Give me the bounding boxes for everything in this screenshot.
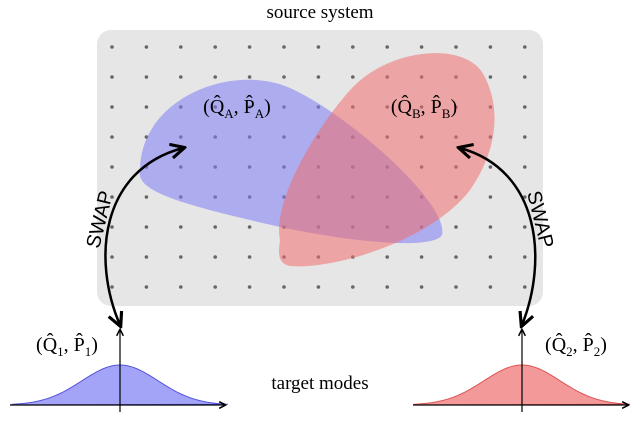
dot — [316, 285, 321, 289]
label-part: (Q̂ — [391, 94, 413, 118]
dot — [110, 225, 114, 229]
label-part: B — [412, 106, 421, 121]
dot — [454, 285, 458, 289]
dot — [144, 195, 149, 199]
dot — [523, 135, 527, 139]
dot — [282, 285, 286, 289]
dot — [488, 225, 493, 229]
dot — [247, 45, 252, 49]
blob-b — [279, 53, 495, 267]
dot — [110, 45, 114, 49]
dot — [110, 75, 114, 79]
label-part: 2 — [594, 344, 601, 359]
dot — [213, 45, 217, 49]
dot — [213, 225, 217, 229]
dot — [523, 45, 527, 49]
dot — [488, 165, 493, 169]
title: source system — [266, 2, 373, 23]
dot — [282, 45, 286, 49]
dot — [179, 225, 183, 229]
label-part: (Q̂ — [36, 332, 58, 356]
label-part: 1 — [85, 344, 92, 359]
dot — [110, 255, 114, 259]
label-part: 1 — [57, 344, 64, 359]
dot — [351, 285, 355, 289]
dot — [523, 165, 527, 169]
label-part: , P̂ — [421, 94, 442, 118]
dot — [454, 45, 458, 49]
dot — [247, 255, 252, 259]
dot — [144, 105, 149, 109]
dot — [144, 75, 149, 79]
dot — [144, 45, 149, 49]
dot — [385, 255, 390, 259]
dot — [523, 75, 527, 79]
dot — [179, 255, 183, 259]
label-part: ) — [450, 96, 457, 118]
dot — [213, 75, 217, 79]
dot — [213, 285, 217, 289]
dot — [110, 285, 114, 289]
dot — [110, 105, 114, 109]
dot — [316, 45, 321, 49]
label-part: B — [442, 106, 451, 121]
dot — [179, 45, 183, 49]
dot — [179, 285, 183, 289]
dot — [523, 285, 527, 289]
dot — [488, 285, 493, 289]
dot — [179, 75, 183, 79]
footer: target modes — [271, 373, 368, 394]
dot — [351, 45, 355, 49]
dot — [454, 225, 458, 229]
dot — [110, 165, 114, 169]
label-part: (Q̂ — [203, 94, 225, 118]
label-part: ) — [264, 96, 271, 118]
label-part: A — [255, 106, 265, 121]
dot — [488, 195, 493, 199]
dot — [282, 75, 286, 79]
label-part: , P̂ — [64, 332, 85, 356]
dot — [247, 225, 252, 229]
label-part: , P̂ — [573, 332, 594, 356]
swap-arrow — [104, 148, 183, 325]
swap-arrow — [460, 148, 537, 325]
dot — [247, 75, 252, 79]
dot — [454, 255, 458, 259]
dot — [351, 75, 355, 79]
dot — [523, 105, 527, 109]
dot — [144, 285, 149, 289]
state-label: (Q̂A, P̂A) — [203, 94, 271, 121]
label-part: A — [224, 106, 234, 121]
dot — [523, 255, 527, 259]
dot — [385, 285, 390, 289]
label-part: 2 — [566, 344, 573, 359]
label-part: ) — [91, 334, 98, 356]
dot — [247, 285, 252, 289]
dot — [110, 135, 114, 139]
dot — [144, 225, 149, 229]
dot — [385, 45, 390, 49]
dot — [523, 225, 527, 229]
dot — [213, 255, 217, 259]
mode-label: (Q̂2, P̂2) — [545, 332, 607, 359]
label-part: ) — [600, 334, 607, 356]
dot — [488, 75, 493, 79]
dot — [316, 75, 321, 79]
dot — [419, 285, 424, 289]
state-label: (Q̂B, P̂B) — [391, 94, 457, 121]
label-part: , P̂ — [234, 94, 255, 118]
dot — [488, 255, 493, 259]
dot — [419, 255, 424, 259]
dot — [144, 255, 149, 259]
dot — [419, 45, 424, 49]
mode-label: (Q̂1, P̂1) — [36, 332, 98, 359]
label-part: (Q̂ — [545, 332, 567, 356]
dot — [488, 45, 493, 49]
